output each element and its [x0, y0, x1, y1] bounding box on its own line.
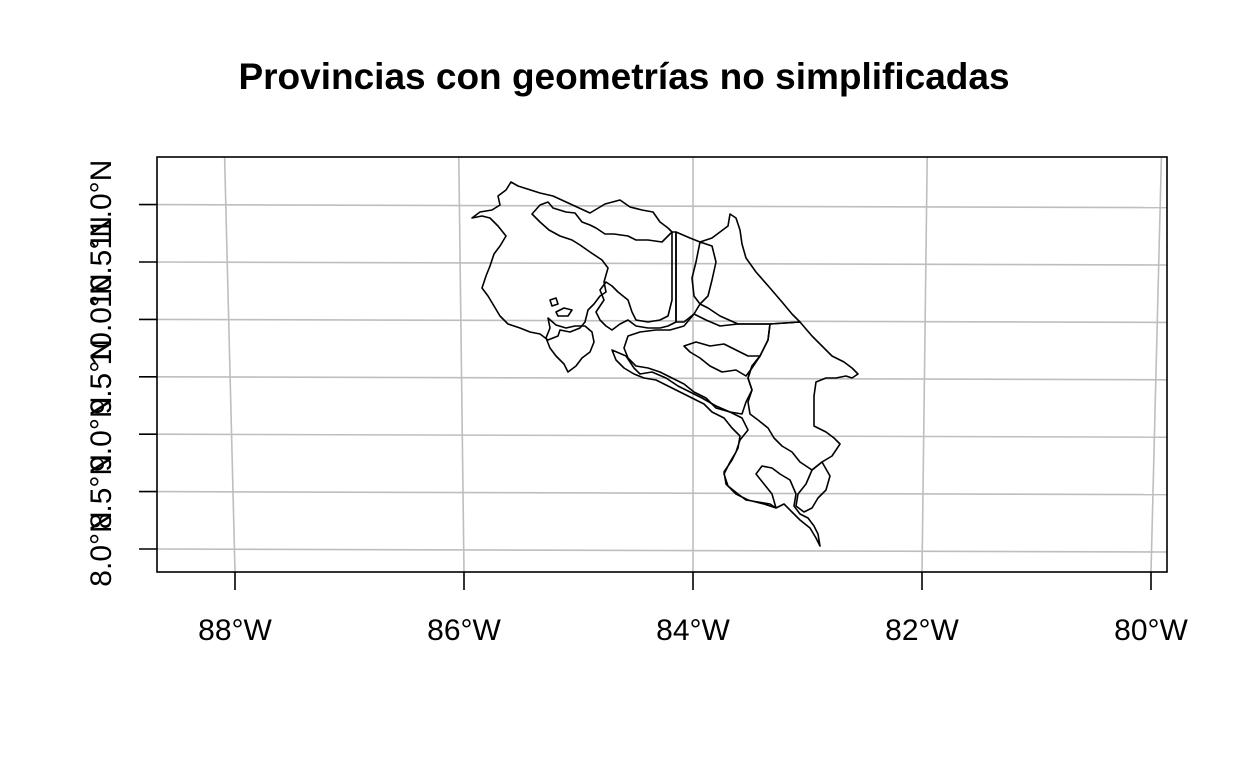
y-tick-label: 10.0°N	[85, 273, 118, 365]
province-puntarenas-nicoya	[545, 317, 595, 373]
y-tick-label: 8.5°N	[85, 454, 118, 529]
meridian-line	[458, 156, 465, 573]
x-tick-label: 82°W	[885, 614, 959, 647]
parallel-line	[156, 548, 1168, 553]
x-tick-label: 84°W	[656, 614, 730, 647]
parallel-line	[156, 490, 1168, 496]
provinces-layer	[471, 181, 859, 547]
graticule	[156, 156, 1168, 573]
meridian-line	[1150, 156, 1163, 573]
province-limon	[747, 321, 859, 471]
x-tick-label: 86°W	[427, 614, 501, 647]
province-heredia-north	[691, 241, 717, 305]
island-small	[549, 297, 559, 307]
y-tick-label: 9.0°N	[85, 397, 118, 472]
y-tick-label: 10.5°N	[85, 216, 118, 308]
x-axis: 88°W 86°W 84°W 82°W 80°W	[198, 572, 1189, 647]
province-san-jose	[623, 313, 771, 415]
x-tick-label: 80°W	[1114, 614, 1188, 647]
province-puntarenas-osa	[795, 461, 831, 513]
meridian-line	[223, 156, 236, 573]
x-tick-label: 88°W	[198, 614, 272, 647]
island-chira	[555, 307, 573, 317]
y-tick-label: 11.0°N	[85, 160, 118, 250]
parallel-line	[156, 203, 1168, 209]
y-tick-label: 8.0°N	[85, 511, 118, 586]
y-tick-label: 9.5°N	[85, 339, 118, 414]
meridian-line	[921, 156, 928, 573]
province-cartago	[683, 341, 761, 377]
parallel-line	[156, 375, 1168, 381]
y-axis: 8.0°N8.5°N9.0°N9.5°N10.0°N10.5°N11.0°N	[85, 160, 157, 587]
province-guanacaste	[471, 181, 673, 341]
province-alajuela	[595, 231, 677, 331]
parallel-line	[156, 318, 1168, 324]
parallel-line	[156, 433, 1168, 439]
plot-frame	[156, 156, 1168, 573]
province-puntarenas-south	[611, 349, 821, 547]
parallel-line	[156, 261, 1168, 266]
map-title: Provincias con geometrías no simplificad…	[238, 56, 1010, 97]
